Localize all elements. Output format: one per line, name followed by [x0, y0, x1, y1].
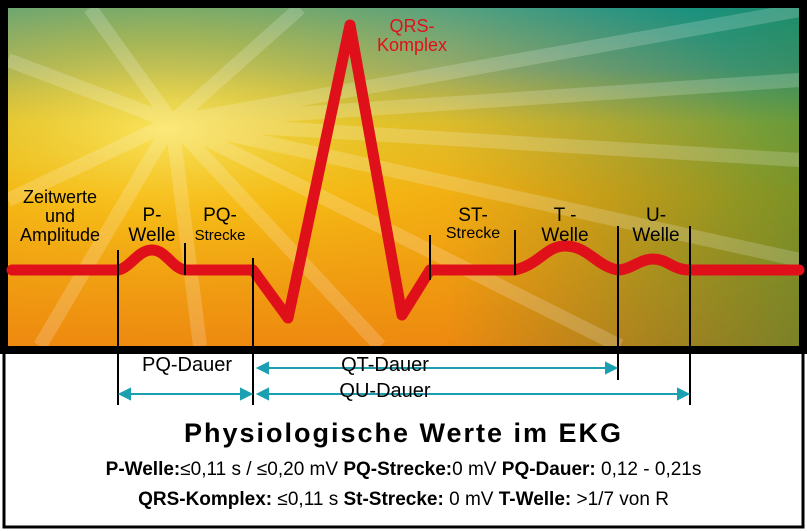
ecg-trace	[6, 19, 805, 324]
u-wave-line1: U-	[645, 205, 667, 226]
u-wave-line2: Welle	[632, 224, 680, 246]
t-wave-line1: T -	[553, 205, 577, 226]
u-wave-label: U- Welle	[622, 206, 690, 246]
t-wave-value-label: T-Welle:	[498, 489, 572, 510]
zeitwerte-line3: Amplitude	[19, 224, 101, 245]
pq-segment-value-label: PQ-Strecke:	[343, 459, 453, 480]
pq-segment-line2: Strecke	[194, 226, 246, 244]
zeitwerte-line1: Zeitwerte	[22, 187, 98, 207]
st-segment-line2: Strecke	[445, 224, 501, 242]
pq-segment-label: PQ- Strecke	[186, 206, 254, 244]
qrs-complex-label: QRS- Komplex	[372, 17, 452, 55]
st-segment-value-label: St-Strecke:	[343, 489, 444, 510]
zeitwerte-line2: und	[44, 205, 76, 226]
values-row-1: P-Welle:≤0,11 s / ≤0,20 mV PQ-Strecke:0 …	[0, 459, 807, 481]
pq-duration-label: PQ-Dauer	[141, 354, 233, 376]
p-wave-label: P- Welle	[120, 206, 184, 246]
pq-duration-value-label: PQ-Dauer:	[501, 459, 596, 480]
p-wave-line1: P-	[142, 205, 162, 226]
interval-markers	[117, 226, 691, 405]
qrs-label-line2: Komplex	[376, 34, 448, 55]
duration-arrows	[117, 361, 691, 401]
qrs-value-label: QRS-Komplex:	[138, 489, 273, 510]
t-wave-label: T - Welle	[525, 206, 605, 246]
background-panel	[8, 8, 799, 346]
qu-duration-label: QU-Dauer	[339, 380, 431, 402]
qt-duration-label: QT-Dauer	[341, 354, 429, 376]
pq-segment-value: 0 mV	[452, 459, 497, 480]
zeitwerte-label: Zeitwerte und Amplitude	[10, 188, 110, 245]
p-wave-value: ≤0,11 s / ≤0,20 mV	[180, 459, 339, 480]
st-segment-line1: ST-	[458, 205, 488, 226]
t-wave-line2: Welle	[541, 224, 589, 246]
st-segment-value: 0 mV	[449, 489, 494, 510]
values-row-2: QRS-Komplex: ≤0,11 s St-Strecke: 0 mV T-…	[0, 489, 807, 511]
info-box-border	[2, 348, 805, 529]
sunburst-rays	[8, 8, 799, 346]
t-wave-value: >1/7 von R	[576, 489, 669, 510]
st-segment-label: ST- Strecke	[432, 206, 514, 243]
pq-duration-value: 0,12 - 0,21s	[601, 459, 702, 480]
pq-segment-line1: PQ-	[203, 205, 237, 226]
qrs-value: ≤0,11 s	[277, 489, 339, 510]
diagram-title: Physiologische Werte im EKG	[183, 418, 624, 448]
p-wave-line2: Welle	[128, 224, 176, 246]
p-wave-value-label: P-Welle:	[105, 459, 181, 480]
qrs-label-line1: QRS-	[389, 16, 435, 36]
